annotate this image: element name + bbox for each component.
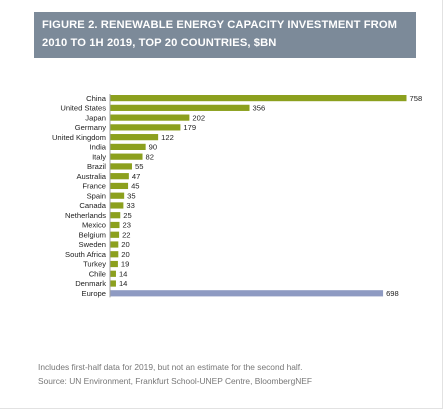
bar [110,173,129,180]
bar [110,104,250,111]
bar [110,192,125,199]
category-label: Spain [87,191,106,200]
category-label: India [90,143,107,152]
category-label: China [86,94,107,103]
bar [110,251,119,258]
bar [110,241,119,248]
value-label: 356 [253,104,266,113]
bar [110,114,190,121]
value-label: 20 [121,240,129,249]
bar-chart: China 758 United States 356 Japan 202 Germany 1… [52,94,423,298]
value-label: 90 [149,143,157,152]
value-label: 23 [122,221,130,230]
value-label: 179 [183,123,196,132]
value-label: 122 [161,133,174,142]
category-label: Brazil [87,162,106,171]
bar [110,270,116,277]
value-label: 33 [126,201,134,210]
figure-header: FIGURE 2. RENEWABLE ENERGY CAPACITY INVE… [34,12,416,58]
bar [110,163,132,170]
category-label: Europe [82,289,107,298]
bar [110,143,146,150]
bar [110,221,120,229]
bar [110,231,120,238]
bar [110,134,159,141]
value-label: 55 [135,162,143,171]
value-label: 758 [410,94,423,103]
value-label: 14 [119,269,127,278]
bar [110,153,143,160]
category-label: Netherlands [65,211,106,220]
category-label: Australia [76,172,106,181]
bar [110,280,116,287]
category-label: South Africa [65,250,107,259]
value-label: 202 [192,113,205,122]
category-label: Japan [85,113,106,122]
bar [110,202,124,209]
footnote-note: Includes first-half data for 2019, but n… [38,362,303,372]
footnote-source: Source: UN Environment, Frankfurt School… [38,376,312,386]
figure-title-line-2: 2010 TO 1H 2019, TOP 20 COUNTRIES, $BN [42,37,277,49]
value-label: 35 [127,191,135,200]
value-label: 14 [119,279,127,288]
category-label: Germany [75,123,106,132]
category-label: Italy [92,152,106,161]
category-label: Sweden [79,240,106,249]
category-label: Turkey [83,260,106,269]
value-label: 47 [132,172,140,181]
category-label: Canada [79,201,106,210]
bar [110,290,384,297]
category-label: Denmark [75,279,106,288]
category-label: France [82,182,106,191]
value-label: 45 [131,182,139,191]
bar [110,212,121,219]
category-label: United States [60,104,106,113]
category-label: Belgium [79,230,106,239]
figure-title-line-1: FIGURE 2. RENEWABLE ENERGY CAPACITY INVE… [42,19,398,31]
bar [110,124,181,131]
bar [110,95,407,102]
value-label: 25 [123,211,131,220]
value-label: 20 [121,250,129,259]
category-label: Mexico [82,221,106,230]
bar [110,260,118,268]
value-label: 82 [146,152,154,161]
value-label: 22 [122,230,130,239]
category-label: United Kingdom [52,133,106,142]
value-label: 698 [386,289,399,298]
category-label: Chile [89,269,106,278]
bar [110,182,129,190]
value-label: 19 [121,260,129,269]
